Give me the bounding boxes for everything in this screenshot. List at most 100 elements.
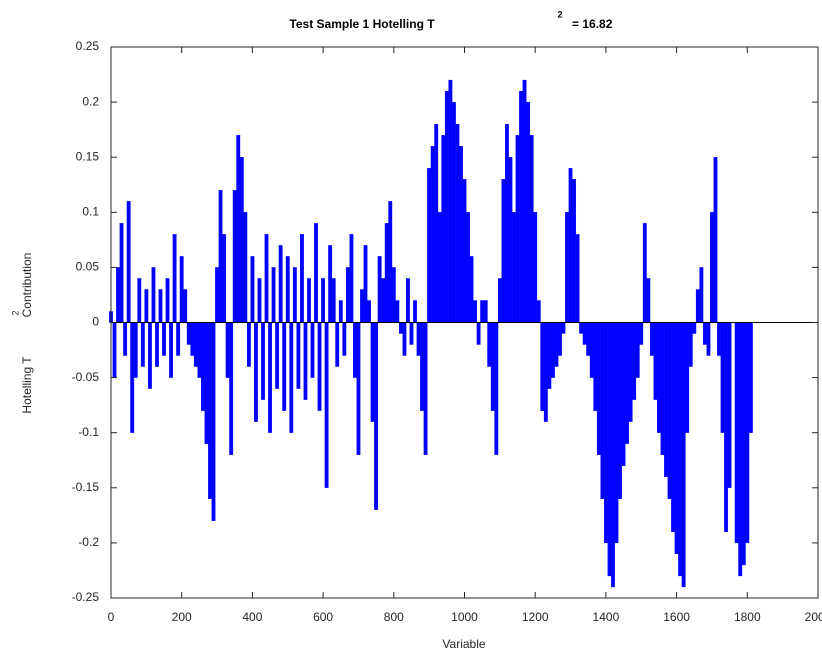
bar xyxy=(695,289,700,323)
bar xyxy=(388,201,393,323)
bar xyxy=(165,278,170,323)
bar xyxy=(639,322,644,345)
bar xyxy=(685,322,690,433)
bar xyxy=(292,267,297,323)
bar xyxy=(646,278,651,323)
bar xyxy=(611,322,615,588)
bar xyxy=(692,322,697,334)
bar xyxy=(289,322,294,433)
bar xyxy=(310,322,315,378)
bar xyxy=(144,289,149,323)
bar xyxy=(257,278,262,323)
bar xyxy=(434,123,439,323)
bar xyxy=(342,322,347,356)
bar xyxy=(628,322,633,422)
bar xyxy=(635,322,640,378)
bar xyxy=(657,322,661,433)
bar xyxy=(706,322,711,356)
bar xyxy=(717,322,721,356)
bar xyxy=(321,278,326,323)
title-suffix: = 16.82 xyxy=(572,17,613,31)
bar xyxy=(603,322,608,544)
bar xyxy=(543,322,548,422)
x-tick-label: 200 xyxy=(172,610,192,624)
y-tick-label: 0 xyxy=(92,315,99,329)
bar xyxy=(363,245,368,323)
bar xyxy=(660,322,665,455)
y-tick-label: -0.05 xyxy=(72,370,100,384)
bar xyxy=(582,322,587,345)
bar xyxy=(497,278,502,323)
bar xyxy=(183,289,188,323)
bar xyxy=(487,322,492,367)
bar xyxy=(349,234,354,323)
bar xyxy=(211,322,216,522)
bar xyxy=(734,322,739,544)
y-tick-label: 0.2 xyxy=(82,94,99,108)
bar xyxy=(572,179,577,323)
bar xyxy=(568,168,573,323)
bar xyxy=(720,322,725,433)
bar xyxy=(727,322,732,488)
bar xyxy=(299,234,304,323)
y-axis-label-superscript: 2 xyxy=(10,310,20,315)
bar xyxy=(193,322,198,367)
bar xyxy=(473,300,478,323)
bar xyxy=(448,79,453,323)
bar xyxy=(215,267,219,323)
bar xyxy=(462,179,467,323)
bar xyxy=(335,322,340,367)
bar xyxy=(748,322,753,433)
bar xyxy=(190,322,195,356)
bar xyxy=(360,289,364,323)
bar xyxy=(200,322,205,411)
bar xyxy=(225,322,230,378)
bar xyxy=(441,135,446,323)
x-tick-label: 600 xyxy=(313,610,333,624)
bar xyxy=(123,322,128,356)
bar xyxy=(377,256,382,323)
bar xyxy=(490,322,495,411)
bar xyxy=(303,322,308,400)
bar xyxy=(133,322,138,378)
bar xyxy=(625,322,630,444)
y-tick-label: 0.1 xyxy=(82,204,99,218)
bar xyxy=(586,322,591,356)
bar xyxy=(632,322,637,400)
bar xyxy=(250,256,255,323)
bar xyxy=(512,212,516,323)
bar xyxy=(328,245,333,323)
bar xyxy=(664,322,668,477)
bar xyxy=(480,300,485,323)
bar xyxy=(550,322,555,378)
bar xyxy=(501,179,506,323)
bar xyxy=(678,322,683,577)
bar xyxy=(232,190,237,323)
bar xyxy=(558,322,562,356)
bar xyxy=(409,322,414,345)
y-tick-label: -0.25 xyxy=(72,590,100,604)
bar xyxy=(437,212,442,323)
x-tick-label: 1400 xyxy=(593,610,620,624)
bar xyxy=(186,322,191,345)
bar xyxy=(713,157,718,323)
y-axis-label: Hotelling T xyxy=(20,356,34,414)
bar xyxy=(324,322,329,488)
bar xyxy=(420,322,424,411)
x-tick-label: 1800 xyxy=(734,610,761,624)
bar xyxy=(137,278,142,323)
bar xyxy=(554,322,559,367)
bar xyxy=(126,201,131,323)
bar xyxy=(483,300,488,323)
bar xyxy=(413,300,417,323)
chart-title: Test Sample 1 Hotelling T xyxy=(289,17,435,31)
bar xyxy=(169,322,174,378)
bar xyxy=(345,267,350,323)
bar xyxy=(172,234,177,323)
bar xyxy=(112,322,117,378)
bar xyxy=(374,322,379,510)
bar xyxy=(451,101,456,323)
bar xyxy=(338,300,343,323)
bar xyxy=(218,190,223,323)
